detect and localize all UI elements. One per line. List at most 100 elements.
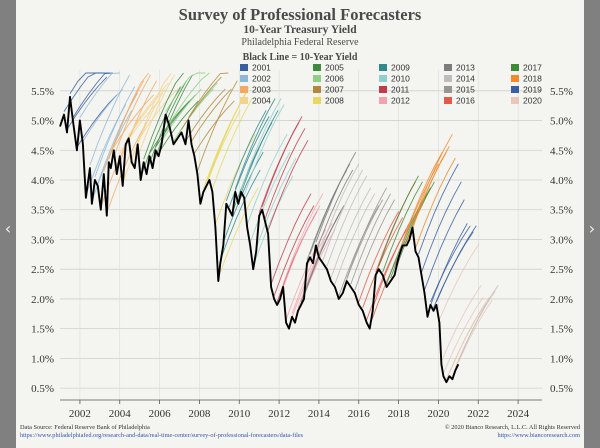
forecast-line [322, 169, 364, 261]
forecast-line [217, 187, 259, 279]
legend-swatch [511, 75, 519, 82]
y-tick-label-left: 1.0% [31, 353, 54, 365]
forecast-line [378, 175, 419, 267]
forecast-line [122, 92, 163, 184]
x-tick-label: 2020 [427, 408, 450, 420]
forecast-line [116, 80, 157, 172]
forecast-line [255, 157, 297, 249]
footer-source-link[interactable]: https://www.philadelphiafed.org/research… [20, 432, 304, 439]
y-tick-label-left: 2.5% [31, 264, 54, 276]
forecast-line [354, 199, 395, 291]
forecast-line [125, 88, 166, 142]
forecast-line [334, 193, 376, 285]
legend-swatch [240, 64, 248, 71]
forecast-line [82, 88, 124, 142]
forecast-line [440, 284, 482, 362]
legend-title: Black Line = 10-Year Yield [243, 52, 358, 63]
forecast-line [279, 205, 321, 297]
forecast-line [330, 187, 372, 279]
x-tick-label: 2016 [348, 408, 371, 420]
forecast-line [267, 139, 309, 231]
forecast-line [451, 299, 493, 377]
y-tick-label-right: 4.0% [550, 175, 573, 187]
legend-swatch [444, 86, 452, 93]
forecast-line [113, 94, 154, 148]
forecast-line [312, 169, 354, 261]
forecast-line [270, 193, 312, 285]
legend-label: 2002 [252, 74, 271, 84]
forecast-line [342, 199, 384, 291]
footer-site-link[interactable]: https://www.biancoresearch.com [497, 432, 580, 439]
forecast-line [185, 88, 226, 142]
legend-label: 2006 [325, 74, 344, 84]
forecast-line [402, 151, 443, 243]
y-tick-label-right: 1.0% [550, 353, 573, 365]
legend-swatch [379, 64, 387, 71]
x-tick-label: 2024 [507, 408, 530, 420]
legend-label: 2009 [391, 63, 410, 73]
forecast-line [191, 88, 232, 142]
forecast-line [421, 181, 462, 273]
x-tick-label: 2008 [188, 408, 211, 420]
legend-swatch [313, 64, 321, 71]
forecast-line [415, 157, 456, 249]
legend-swatch [444, 75, 452, 82]
forecast-line [106, 122, 147, 213]
legend-swatch [511, 86, 519, 93]
legend-label: 2014 [456, 74, 475, 84]
legend-swatch [313, 86, 321, 93]
forecast-line [143, 72, 184, 160]
legend-swatch [313, 75, 321, 82]
legend-label: 2010 [391, 74, 410, 84]
forecast-line [128, 82, 169, 136]
y-tick-label-left: 3.5% [31, 205, 54, 217]
forecast-line [237, 110, 279, 201]
forecast-line [137, 88, 178, 142]
forecast-line [69, 72, 110, 95]
legend-label: 2003 [252, 85, 271, 95]
legend-label: 2012 [391, 96, 410, 106]
forecast-line [412, 133, 453, 225]
legend-label: 2013 [456, 63, 475, 73]
forecast-line [430, 225, 471, 303]
legend-label: 2011 [391, 85, 410, 95]
legend-label: 2004 [252, 96, 271, 106]
legend-swatch [511, 97, 519, 104]
forecast-line [146, 80, 187, 172]
forecast-line [228, 116, 270, 207]
forecast-line [261, 116, 303, 207]
forecast-line [169, 72, 210, 124]
footer-source: Data Source: Federal Reserve Bank of Phi… [20, 424, 150, 431]
forecast-line [76, 94, 118, 148]
legend-label: 2019 [523, 85, 542, 95]
chevron-left-icon[interactable]: ‹ [4, 219, 12, 238]
forecast-line [438, 243, 480, 320]
forecast-line [94, 86, 136, 178]
x-tick-label: 2012 [268, 408, 290, 420]
x-tick-label: 2014 [308, 408, 331, 420]
y-tick-label-left: 3.0% [31, 234, 54, 246]
y-tick-label-right: 5.5% [550, 86, 573, 98]
y-tick-label-right: 2.5% [550, 264, 573, 276]
legend-label: 2005 [325, 63, 344, 73]
legend-label: 2018 [523, 74, 542, 84]
y-tick-label-left: 1.5% [31, 324, 54, 336]
forecast-line [79, 72, 120, 118]
y-tick-label-right: 2.0% [550, 294, 573, 306]
forecast-line [134, 74, 175, 166]
footer-copyright: © 2020 Bianco Research, L.L.C. All Right… [444, 424, 580, 431]
legend-swatch [444, 64, 452, 71]
y-tick-label-right: 1.5% [550, 324, 573, 336]
chevron-right-icon[interactable]: › [588, 219, 596, 238]
forecast-line [158, 100, 199, 154]
forecast-line [433, 231, 474, 308]
forecast-line [72, 72, 113, 118]
forecast-line [409, 145, 450, 237]
forecast-line [303, 205, 345, 297]
y-tick-label-left: 4.0% [31, 175, 54, 187]
forecast-line [346, 187, 387, 279]
y-tick-label-right: 4.5% [550, 145, 573, 157]
forecast-line [161, 88, 202, 142]
legend-label: 2017 [523, 63, 542, 73]
forecast-line [442, 296, 484, 374]
